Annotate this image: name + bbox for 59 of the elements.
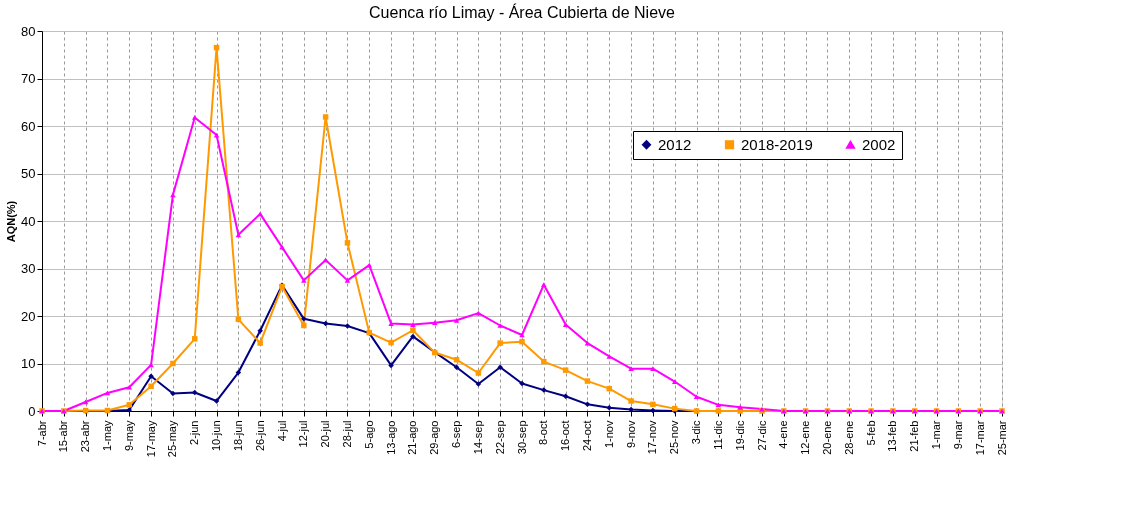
y-tick-label: 80 [21, 23, 36, 39]
y-tick-label: 60 [21, 118, 36, 134]
x-tick-label: 25-may [166, 420, 179, 458]
x-tick-label: 14-sep [471, 420, 484, 455]
x-tick-label: 2-jun [188, 420, 201, 445]
x-tick-label: 29-ago [428, 420, 441, 455]
x-tick-label: 3-dic [690, 420, 703, 445]
x-tick-label: 13-ago [384, 420, 397, 455]
legend-label: 2018-2019 [741, 135, 813, 153]
x-tick-label: 17-nov [646, 420, 659, 455]
x-tick-label: 10-jun [210, 420, 223, 452]
x-tick-label: 28-ene [842, 420, 855, 455]
x-tick-label: 9-mar [951, 420, 964, 450]
x-tick-label: 12-jul [297, 420, 310, 448]
x-tick-label: 1-may [100, 420, 113, 452]
y-tick-label: 20 [21, 308, 36, 324]
x-tick-label: 13-feb [886, 420, 899, 452]
x-tick-label: 17-may [144, 420, 157, 458]
y-tick-label: 70 [21, 71, 36, 86]
y-tick-label: 10 [21, 356, 36, 371]
x-tick-label: 27-dic [755, 420, 768, 451]
x-tick-label: 18-jun [231, 420, 244, 452]
x-tick-label: 1-nov [602, 420, 615, 449]
x-tick-label: 1-mar [930, 420, 943, 450]
x-tick-label: 6-sep [450, 420, 463, 449]
y-tick-label: 40 [21, 213, 36, 229]
legend-label: 2012 [658, 135, 692, 153]
x-tick-label: 9-may [122, 420, 135, 452]
x-tick-label: 30-sep [515, 420, 528, 455]
x-tick-label: 11-dic [711, 420, 724, 450]
x-tick-label: 25-nov [668, 420, 681, 455]
y-tick-label: 50 [21, 166, 36, 181]
x-tick-label: 20-jul [319, 420, 332, 448]
x-tick-label: 20-ene [820, 420, 833, 455]
x-tick-label: 19-dic [733, 420, 746, 451]
x-tick-label: 25-mar [995, 420, 1008, 456]
x-tick-label: 24-oct [580, 420, 593, 452]
x-tick-label: 12-ene [799, 420, 812, 455]
y-axis-title: AQN(%) [5, 200, 18, 243]
x-tick-label: 21-ago [406, 420, 419, 455]
x-tick-label: 16-oct [559, 420, 572, 452]
x-tick-label: 4-ene [777, 420, 790, 449]
legend-label: 2002 [862, 135, 896, 153]
x-tick-label: 4-jul [275, 420, 288, 442]
x-tick-label: 22-sep [493, 420, 506, 455]
x-tick-label: 17-mar [973, 420, 986, 456]
x-tick-label: 15-abr [57, 420, 70, 453]
x-tick-label: 26-jun [253, 420, 266, 452]
y-tick-label: 30 [21, 261, 36, 276]
x-tick-label: 23-abr [79, 420, 92, 453]
y-tick-label: 0 [28, 403, 36, 419]
chart-title: Cuenca río Limay - Área Cubierta de Nieve [369, 3, 676, 21]
x-tick-label: 5-ago [362, 420, 375, 449]
x-tick-label: 28-jul [340, 420, 353, 448]
x-tick-label: 9-nov [624, 420, 637, 449]
x-tick-label: 7-abr [35, 420, 48, 447]
x-tick-label: 5-feb [864, 420, 877, 446]
x-tick-label: 8-oct [537, 420, 550, 445]
x-tick-label: 21-feb [908, 420, 921, 452]
